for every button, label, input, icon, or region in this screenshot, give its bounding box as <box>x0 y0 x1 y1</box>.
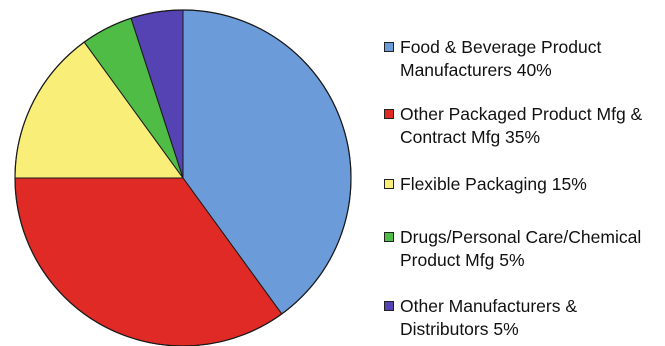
legend-swatch <box>384 301 394 311</box>
legend-swatch <box>384 179 394 189</box>
legend-label: Flexible Packaging 15% <box>400 174 587 194</box>
legend-swatch <box>384 42 394 52</box>
legend-swatch <box>384 109 394 119</box>
pie-slices <box>14 9 352 346</box>
legend-label: Drugs/Personal Care/Chemical Product Mfg… <box>400 227 642 270</box>
legend-label: Other Manufacturers & Distributors 5% <box>400 296 578 339</box>
legend-swatch <box>384 232 394 242</box>
legend-label: Food & Beverage Product Manufacturers 40… <box>400 37 602 80</box>
pie-chart-plot <box>14 9 352 346</box>
legend: Food & Beverage Product Manufacturers 40… <box>384 0 665 346</box>
legend-label: Other Packaged Product Mfg & Contract Mf… <box>400 104 643 147</box>
pie-outline <box>14 9 352 346</box>
